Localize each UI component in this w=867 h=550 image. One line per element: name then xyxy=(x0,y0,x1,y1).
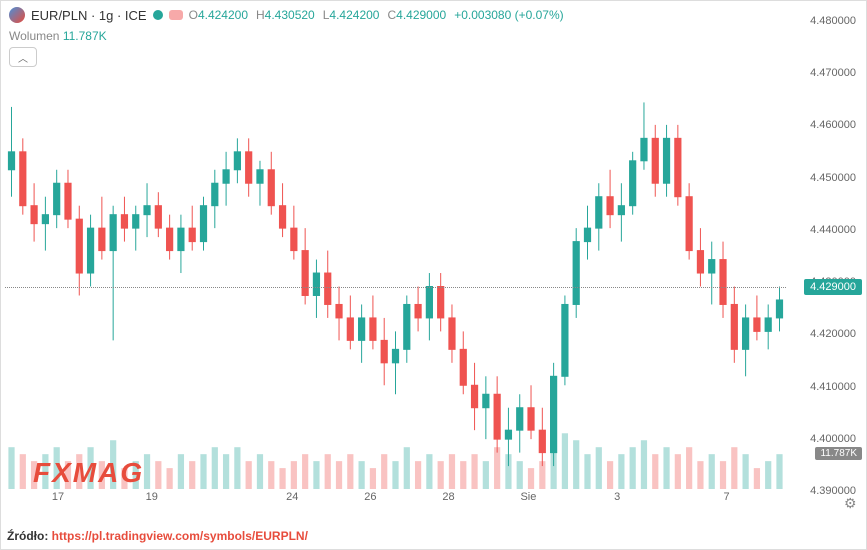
close-label: C xyxy=(387,8,396,22)
chart-header: EUR/PLN · 1g · ICE O4.424200 H4.430520 L… xyxy=(1,1,866,29)
ohlc-row: O4.424200 H4.430520 L4.424200 C4.429000 … xyxy=(189,8,564,22)
symbol-label[interactable]: EUR/PLN · 1g · ICE xyxy=(31,8,147,23)
y-tick: 4.400000 xyxy=(810,433,856,445)
candlestick-svg xyxy=(5,71,786,489)
x-tick: 7 xyxy=(724,491,730,503)
x-tick: 3 xyxy=(614,491,620,503)
y-tick: 4.410000 xyxy=(810,381,856,393)
volume-tag: 11.787K xyxy=(815,447,862,460)
high-value: 4.430520 xyxy=(265,8,315,22)
high-label: H xyxy=(256,8,265,22)
change-value: +0.003080 (+0.07%) xyxy=(454,8,563,22)
y-tick: 4.460000 xyxy=(810,119,856,131)
x-tick: Sie xyxy=(520,491,536,503)
volume-value: 11.787K xyxy=(63,29,107,43)
source-line: Źródło: https://pl.tradingview.com/symbo… xyxy=(7,529,308,543)
source-label: Źródło: xyxy=(7,529,48,543)
chart-container: EUR/PLN · 1g · ICE O4.424200 H4.430520 L… xyxy=(0,0,867,550)
volume-row: Wolumen 11.787K xyxy=(1,29,866,43)
close-value: 4.429000 xyxy=(396,8,446,22)
x-tick: 19 xyxy=(146,491,158,503)
y-tick: 4.440000 xyxy=(810,224,856,236)
volume-label: Wolumen xyxy=(9,29,59,43)
y-axis[interactable]: 4.4800004.4700004.4600004.4500004.440000… xyxy=(790,21,862,489)
y-tick: 4.470000 xyxy=(810,67,856,79)
indicator-dot-2 xyxy=(169,10,183,20)
x-tick: 24 xyxy=(286,491,298,503)
source-url[interactable]: https://pl.tradingview.com/symbols/EURPL… xyxy=(52,529,308,543)
indicator-dot-1 xyxy=(153,10,163,20)
pair-icon xyxy=(9,7,25,23)
x-axis[interactable]: 17 19 24 26 28 Sie 3 7 xyxy=(5,491,786,511)
current-price-tag: 4.429000 xyxy=(804,279,862,295)
collapse-button[interactable]: ︿ xyxy=(9,47,37,67)
settings-icon[interactable]: ⚙ xyxy=(844,495,860,511)
y-tick: 4.480000 xyxy=(810,15,856,27)
x-tick: 17 xyxy=(52,491,64,503)
current-price-line xyxy=(5,287,786,288)
open-value: 4.424200 xyxy=(198,8,248,22)
y-tick: 4.420000 xyxy=(810,328,856,340)
low-value: 4.424200 xyxy=(329,8,379,22)
watermark-logo: FXMAG xyxy=(33,457,144,489)
x-tick: 28 xyxy=(442,491,454,503)
x-tick: 26 xyxy=(364,491,376,503)
chart-plot-area[interactable] xyxy=(5,71,786,489)
y-tick: 4.450000 xyxy=(810,172,856,184)
open-label: O xyxy=(189,8,198,22)
